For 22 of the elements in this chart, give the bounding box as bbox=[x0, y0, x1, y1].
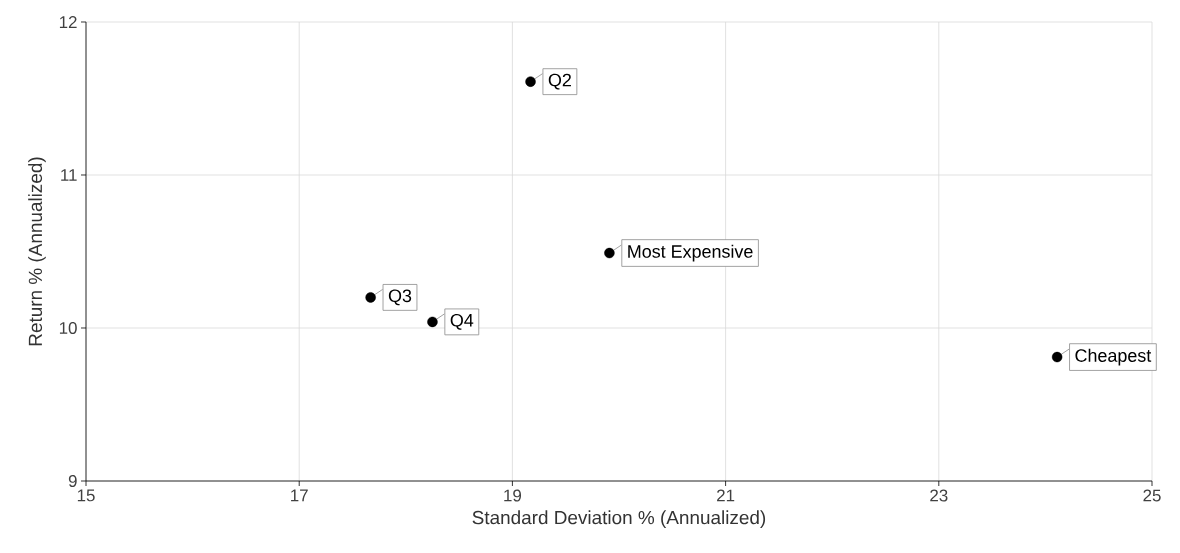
x-tick-label: 17 bbox=[291, 489, 308, 502]
point bbox=[604, 247, 615, 259]
x-axis-title: Standard Deviation % (Annualized) bbox=[472, 510, 766, 528]
annotation: Q3 bbox=[388, 289, 412, 306]
point bbox=[525, 76, 536, 87]
y-axis-title: Return % (Annualized) bbox=[28, 157, 46, 346]
annotation: Most Expensive bbox=[628, 244, 753, 262]
annotation: Q4 bbox=[450, 313, 474, 330]
y-tick-label: 12 bbox=[59, 16, 77, 28]
annotation: Cheapest bbox=[1075, 348, 1152, 366]
point bbox=[427, 316, 438, 328]
y-tick-label: 11 bbox=[61, 169, 77, 181]
y-tick-label: 10 bbox=[59, 322, 77, 334]
point bbox=[1051, 351, 1063, 363]
annotation: Q2 bbox=[548, 73, 571, 90]
x-tick-label: 19 bbox=[504, 489, 522, 502]
point bbox=[365, 292, 376, 303]
y-tick-label: 9 bbox=[68, 475, 77, 487]
x-tick-label: 15 bbox=[77, 489, 95, 502]
x-tick-label: 25 bbox=[1143, 489, 1161, 502]
x-tick-label: 21 bbox=[717, 489, 735, 502]
x-tick-label: 23 bbox=[930, 489, 948, 502]
